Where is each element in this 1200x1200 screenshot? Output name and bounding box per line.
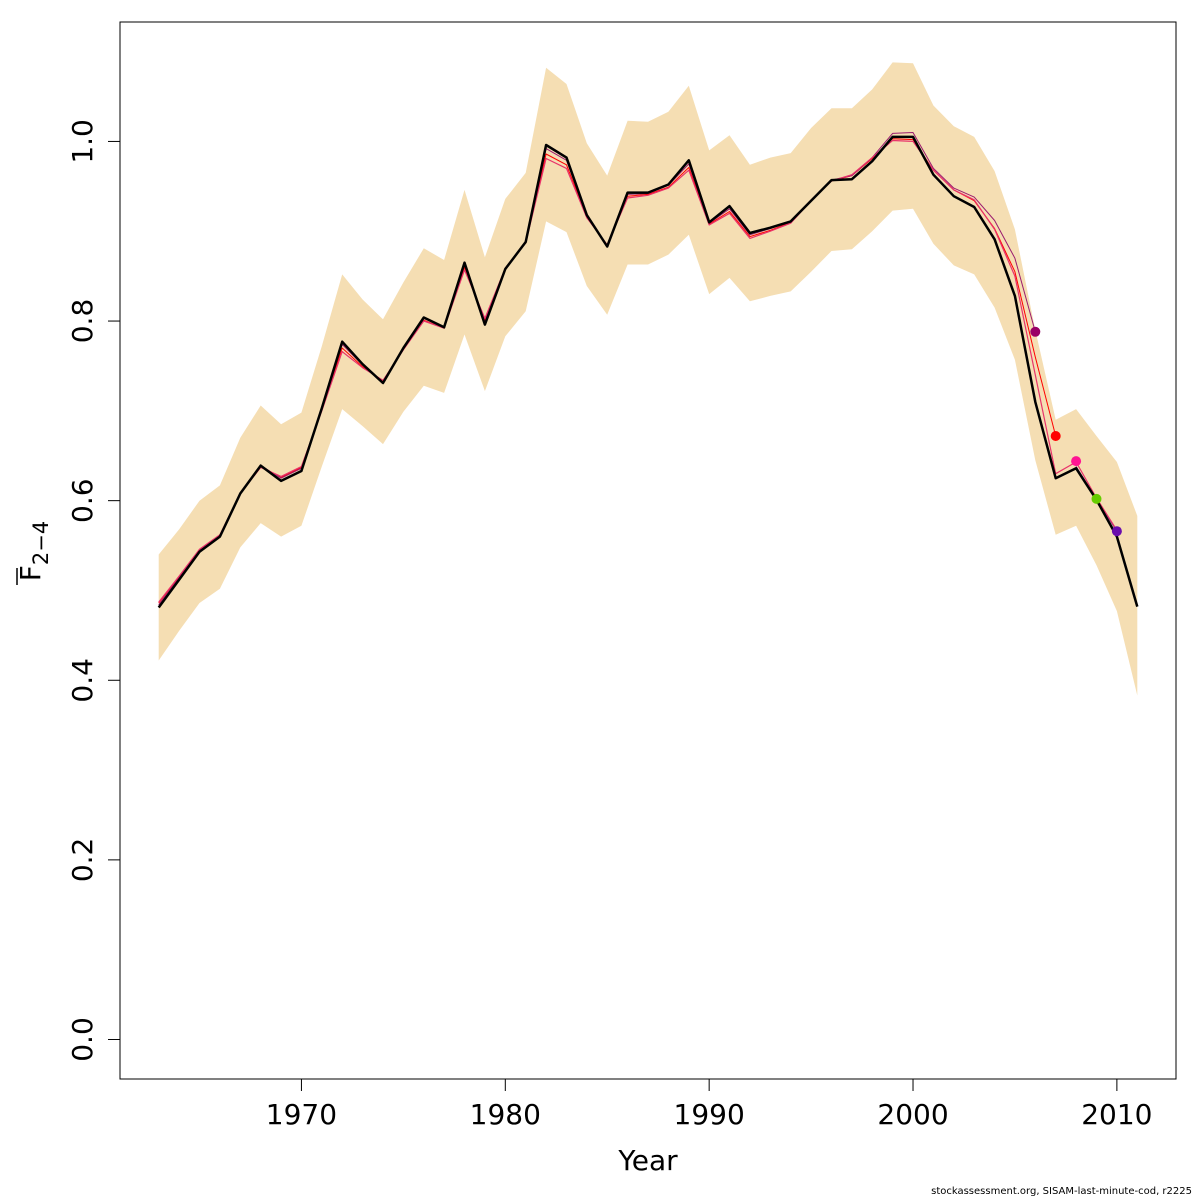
confidence-band — [158, 62, 1138, 696]
endpoint-point-2006 — [1030, 326, 1041, 337]
endpoint-point-2010 — [1111, 526, 1122, 537]
y-tick-label-3: 0.6 — [66, 478, 99, 523]
y-tick-label-2: 0.4 — [66, 658, 99, 703]
y-axis-label: F2−4 — [14, 521, 53, 585]
y-tick-label-0: 0.0 — [66, 1017, 99, 1062]
svg-text:F2−4: F2−4 — [14, 521, 53, 581]
endpoint-point-2007 — [1050, 431, 1061, 441]
y-axis-label-main: F — [14, 565, 47, 581]
x-tick-label-2010: 2010 — [1081, 1098, 1152, 1131]
y-axis-label-subscript: 2−4 — [29, 521, 53, 565]
series-layer — [157, 132, 1139, 609]
x-tick-label-1970: 1970 — [266, 1098, 337, 1131]
y-tick-label-1: 0.2 — [66, 838, 99, 883]
y-tick-label-5: 1.0 — [66, 119, 99, 164]
x-axis: 1970 1980 1990 2000 2010 — [266, 1078, 1153, 1131]
y-tick-label-4: 0.8 — [66, 299, 99, 344]
y-axis: 0.0 0.2 0.4 0.6 0.8 1.0 — [66, 119, 121, 1062]
series-line-0 — [157, 135, 1139, 609]
endpoint-point-2008 — [1071, 456, 1082, 467]
credit-footer: stockassessment.org, SISAM-last-minute-c… — [931, 1186, 1192, 1197]
x-tick-label-1980: 1980 — [470, 1098, 541, 1131]
endpoint-markers — [1030, 326, 1122, 537]
endpoint-point-2009 — [1091, 493, 1102, 504]
x-tick-label-2000: 2000 — [877, 1098, 948, 1131]
x-tick-label-1990: 1990 — [674, 1098, 745, 1131]
x-axis-label: Year — [617, 1144, 678, 1177]
